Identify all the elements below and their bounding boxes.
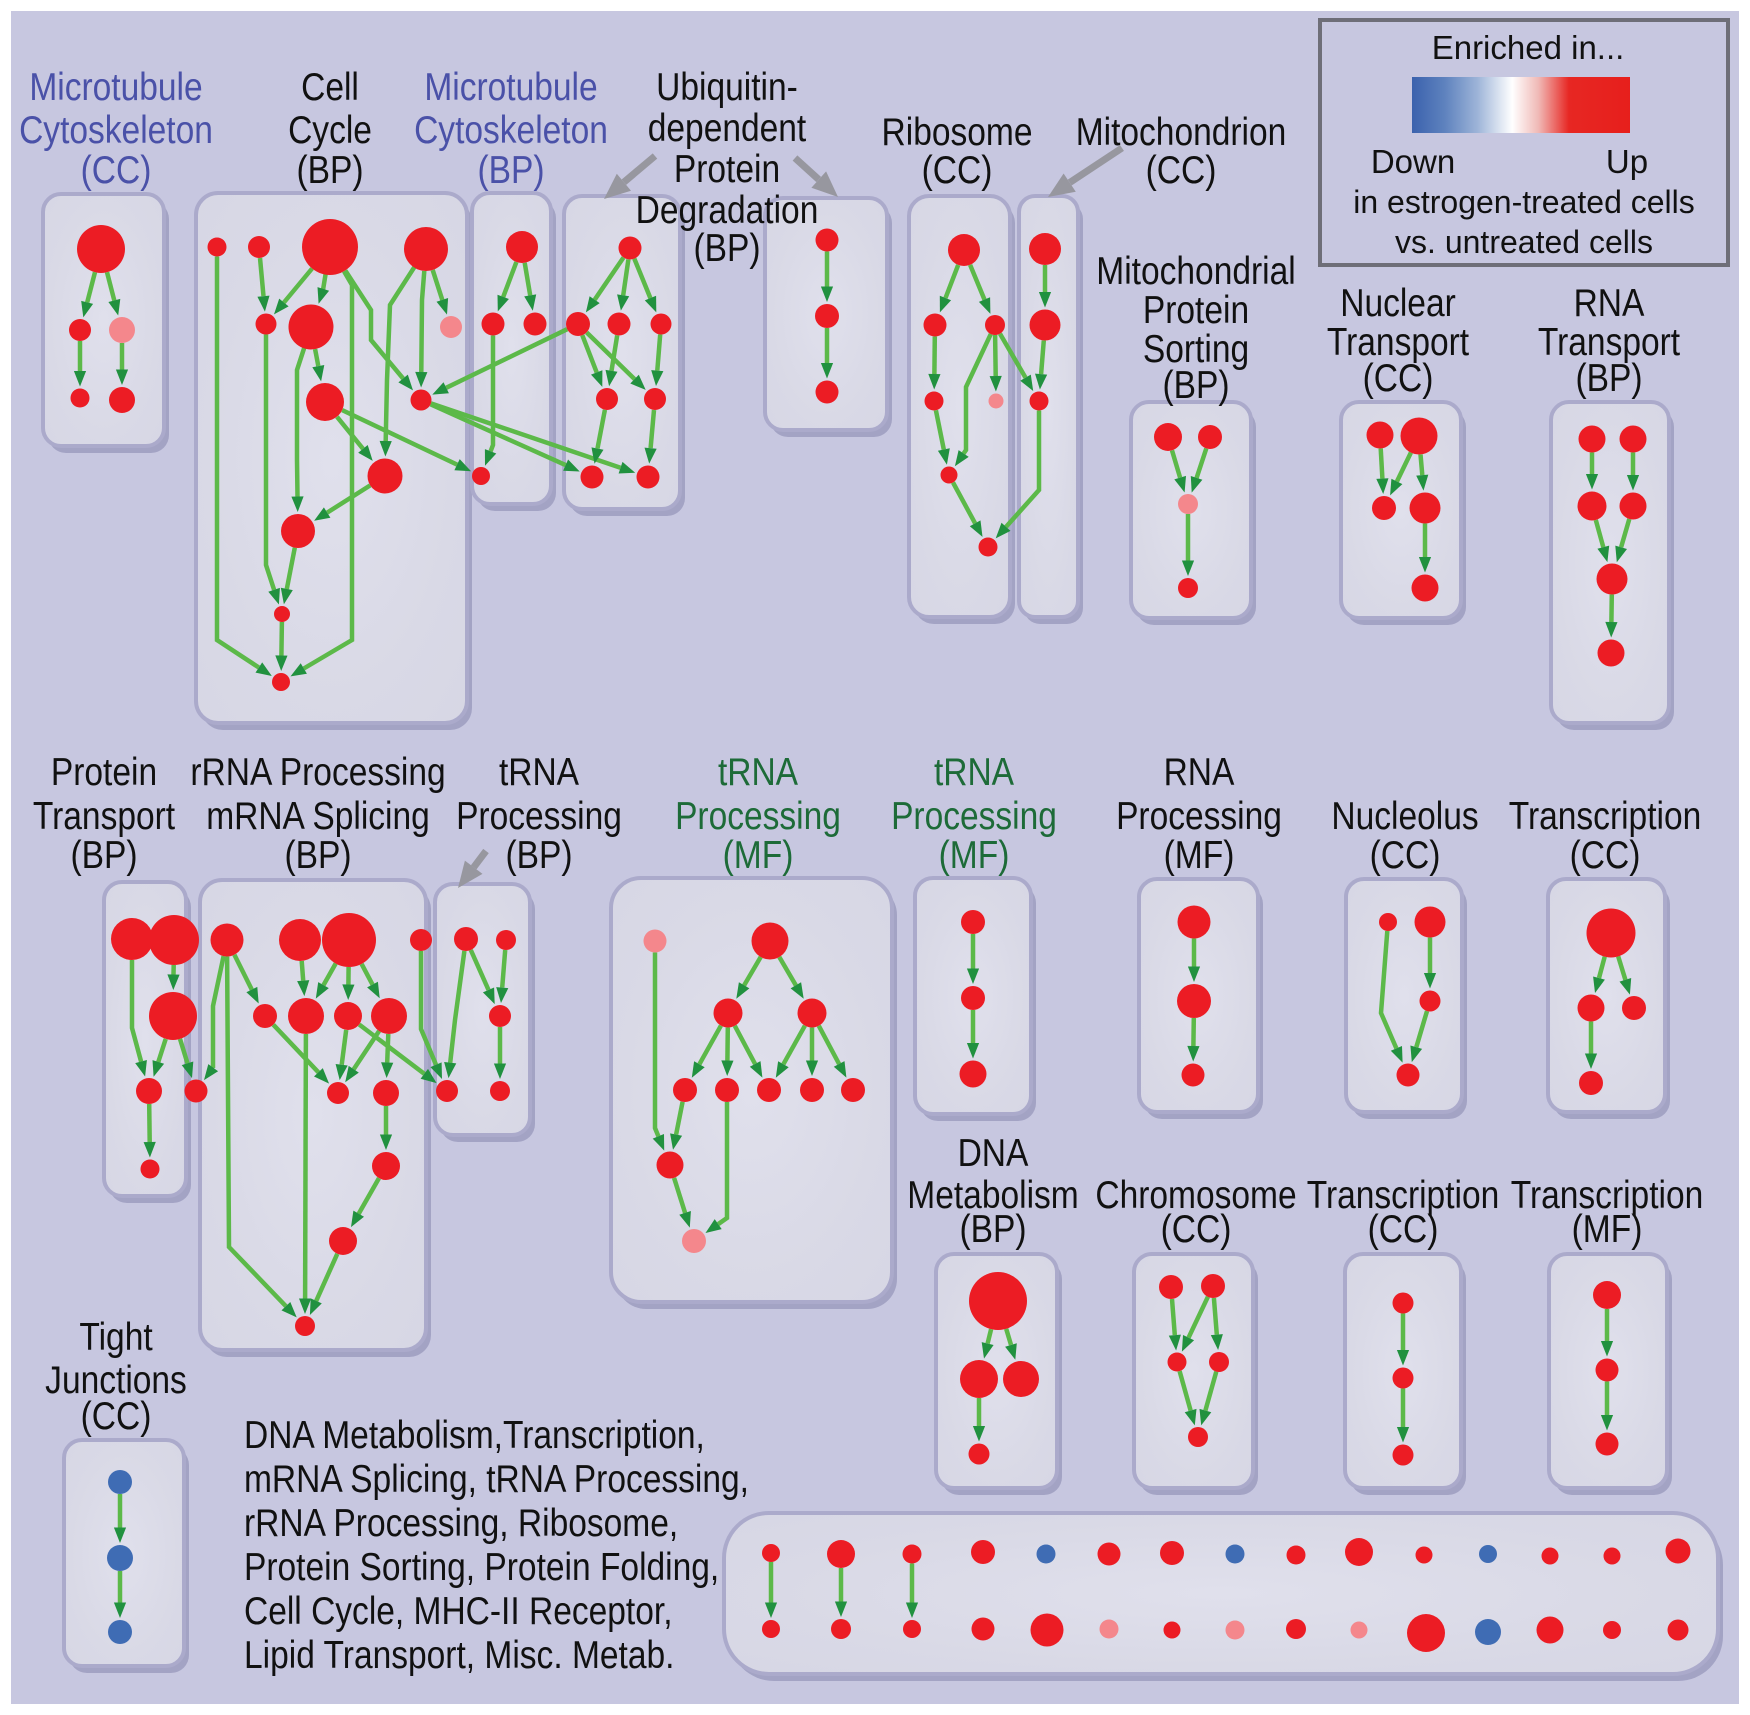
svg-text:(MF): (MF) (939, 833, 1010, 877)
svg-text:Nucleolus: Nucleolus (1331, 794, 1478, 838)
svg-text:(BP): (BP) (505, 833, 572, 877)
svg-text:Protein: Protein (674, 147, 780, 191)
svg-text:Cytoskeleton: Cytoskeleton (19, 108, 213, 152)
svg-text:Nuclear: Nuclear (1340, 281, 1456, 325)
svg-text:(CC): (CC) (1368, 1207, 1439, 1251)
svg-text:tRNA: tRNA (718, 750, 799, 794)
svg-text:(CC): (CC) (1363, 356, 1434, 400)
svg-text:Mitochondrial: Mitochondrial (1096, 249, 1295, 293)
svg-text:Up: Up (1606, 143, 1648, 180)
svg-text:(MF): (MF) (1572, 1207, 1643, 1251)
svg-text:(CC): (CC) (1161, 1207, 1232, 1251)
svg-text:(BP): (BP) (1575, 356, 1642, 400)
svg-text:Mitochondrion: Mitochondrion (1076, 110, 1287, 154)
svg-text:Transport: Transport (1538, 320, 1680, 364)
svg-text:Metabolism: Metabolism (907, 1173, 1078, 1217)
svg-text:Degradation: Degradation (636, 188, 819, 232)
svg-text:Protein: Protein (51, 750, 157, 794)
svg-text:Enriched in...: Enriched in... (1432, 29, 1625, 66)
svg-text:Cell: Cell (301, 65, 359, 109)
svg-text:vs. untreated cells: vs. untreated cells (1395, 224, 1653, 260)
svg-text:(BP): (BP) (1162, 363, 1229, 407)
svg-text:(BP): (BP) (693, 226, 760, 270)
svg-text:Processing: Processing (456, 794, 622, 838)
svg-text:Processing: Processing (1116, 794, 1282, 838)
svg-text:Sorting: Sorting (1143, 327, 1249, 371)
svg-text:(MF): (MF) (723, 833, 794, 877)
svg-text:(BP): (BP) (70, 833, 137, 877)
svg-text:RNA: RNA (1574, 281, 1645, 325)
svg-text:Lipid Transport, Misc. Metab.: Lipid Transport, Misc. Metab. (244, 1633, 674, 1677)
svg-text:(CC): (CC) (922, 148, 993, 192)
svg-text:(CC): (CC) (81, 1394, 152, 1438)
svg-text:Protein Sorting, Protein Foldi: Protein Sorting, Protein Folding, (244, 1545, 719, 1589)
svg-text:Chromosome: Chromosome (1095, 1173, 1296, 1217)
svg-text:Ubiquitin-: Ubiquitin- (656, 65, 798, 109)
svg-text:Transcription: Transcription (1511, 1173, 1704, 1217)
svg-text:(BP): (BP) (959, 1207, 1026, 1251)
svg-text:Cell Cycle, MHC-II Receptor,: Cell Cycle, MHC-II Receptor, (244, 1589, 673, 1633)
svg-text:Ribosome: Ribosome (882, 110, 1033, 154)
svg-text:Cytoskeleton: Cytoskeleton (414, 108, 608, 152)
svg-text:mRNA Splicing: mRNA Splicing (206, 794, 430, 838)
svg-text:DNA: DNA (958, 1131, 1029, 1175)
svg-text:Microtubule: Microtubule (29, 65, 202, 109)
svg-text:(BP): (BP) (477, 148, 544, 192)
svg-text:(CC): (CC) (1146, 148, 1217, 192)
svg-text:(BP): (BP) (296, 148, 363, 192)
svg-text:DNA Metabolism,Transcription,: DNA Metabolism,Transcription, (244, 1413, 705, 1457)
svg-text:Junctions: Junctions (45, 1358, 187, 1402)
svg-text:in estrogen-treated cells: in estrogen-treated cells (1353, 184, 1695, 220)
svg-text:(CC): (CC) (1570, 833, 1641, 877)
svg-text:Cycle: Cycle (288, 108, 372, 152)
svg-text:rRNA Processing: rRNA Processing (190, 750, 445, 794)
svg-text:Transport: Transport (33, 794, 175, 838)
svg-text:Microtubule: Microtubule (424, 65, 597, 109)
svg-text:rRNA Processing, Ribosome,: rRNA Processing, Ribosome, (244, 1501, 678, 1545)
svg-text:(MF): (MF) (1164, 833, 1235, 877)
svg-text:RNA: RNA (1164, 750, 1235, 794)
svg-text:mRNA Splicing, tRNA Processing: mRNA Splicing, tRNA Processing, (244, 1457, 749, 1501)
svg-text:tRNA: tRNA (934, 750, 1015, 794)
svg-text:(CC): (CC) (1370, 833, 1441, 877)
svg-text:tRNA: tRNA (499, 750, 580, 794)
svg-text:Processing: Processing (891, 794, 1057, 838)
svg-text:Protein: Protein (1143, 288, 1249, 332)
svg-text:Transcription: Transcription (1307, 1173, 1500, 1217)
svg-text:(BP): (BP) (284, 833, 351, 877)
svg-text:Transcription: Transcription (1509, 794, 1702, 838)
svg-text:dependent: dependent (648, 106, 806, 150)
svg-text:Transport: Transport (1327, 320, 1469, 364)
svg-text:Tight: Tight (79, 1315, 152, 1359)
svg-text:Down: Down (1371, 143, 1455, 180)
svg-text:(CC): (CC) (81, 148, 152, 192)
svg-text:Processing: Processing (675, 794, 841, 838)
